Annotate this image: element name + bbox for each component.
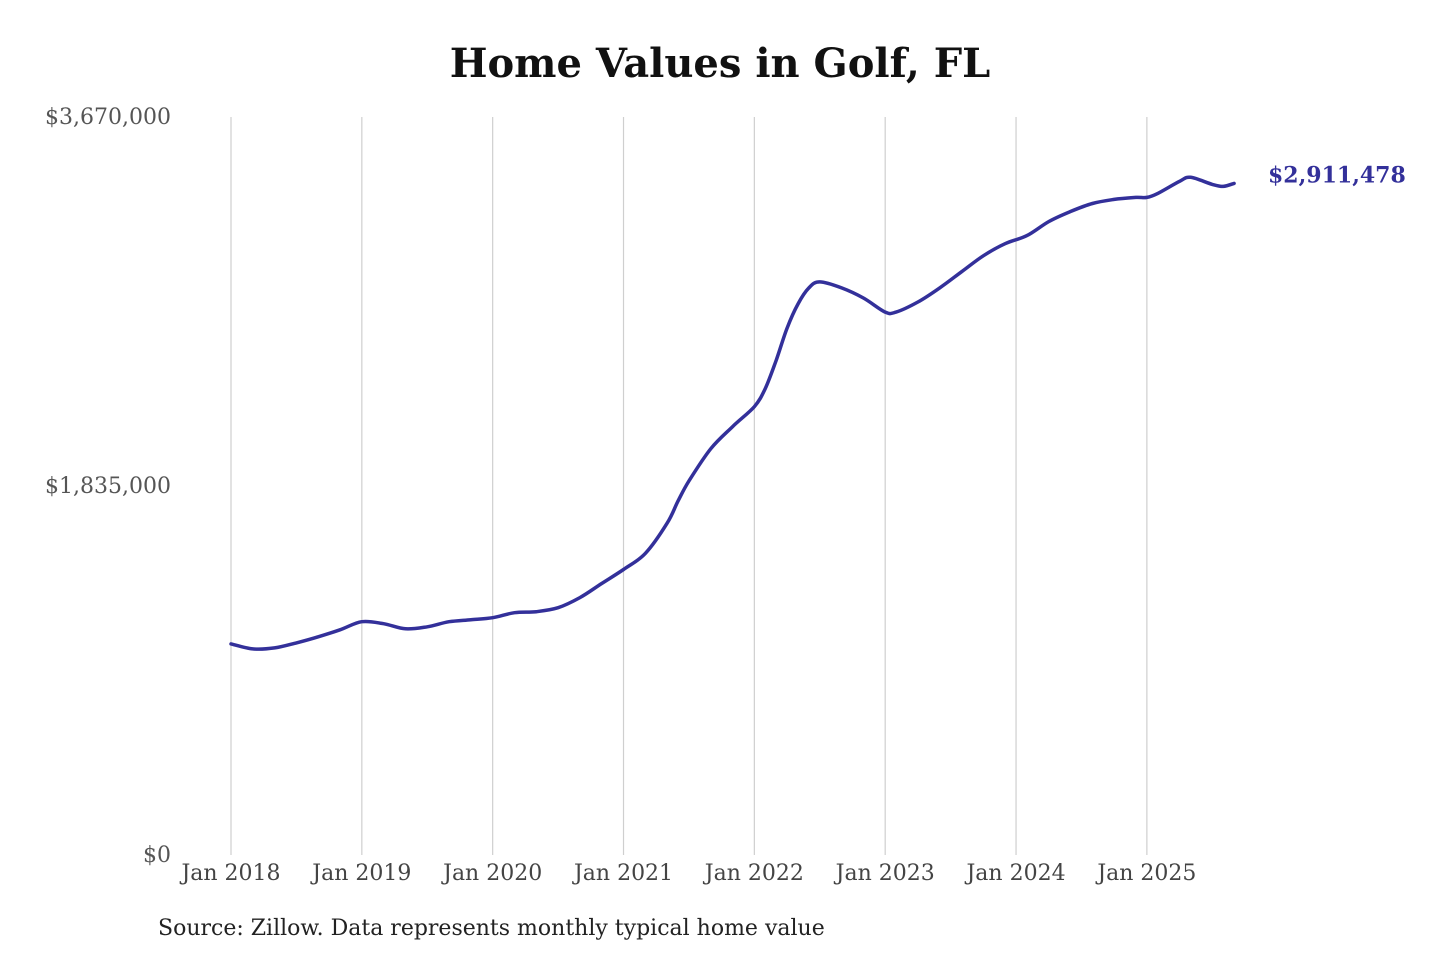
y-tick-label: $1,835,000 — [45, 474, 171, 499]
chart-title: Home Values in Golf, FL — [449, 40, 991, 87]
x-axis: Jan 2018 Jan 2019 Jan 2020 Jan 2021 Jan 2022… — [179, 861, 1196, 886]
source-note: Source: Zillow. Data represents monthly … — [158, 916, 825, 941]
y-tick-label: $0 — [143, 843, 171, 868]
x-tick-label: Jan 2025 — [1095, 861, 1196, 886]
x-tick-label: Jan 2019 — [310, 861, 411, 886]
x-tick-label: Jan 2024 — [964, 861, 1065, 886]
x-tick-label: Jan 2023 — [834, 861, 935, 886]
y-tick-label: $3,670,000 — [45, 105, 171, 130]
x-tick-label: Jan 2018 — [179, 861, 280, 886]
series-layer: $2,911,478 — [229, 162, 1406, 651]
x-tick-label: Jan 2021 — [572, 861, 673, 886]
series-line — [229, 175, 1236, 651]
grid-layer — [230, 117, 1148, 855]
y-axis: $0 $1,835,000 $3,670,000 — [45, 105, 171, 868]
x-tick-label: Jan 2020 — [441, 861, 542, 886]
end-value-label: $2,911,478 — [1268, 162, 1406, 188]
x-tick-label: Jan 2022 — [703, 861, 804, 886]
